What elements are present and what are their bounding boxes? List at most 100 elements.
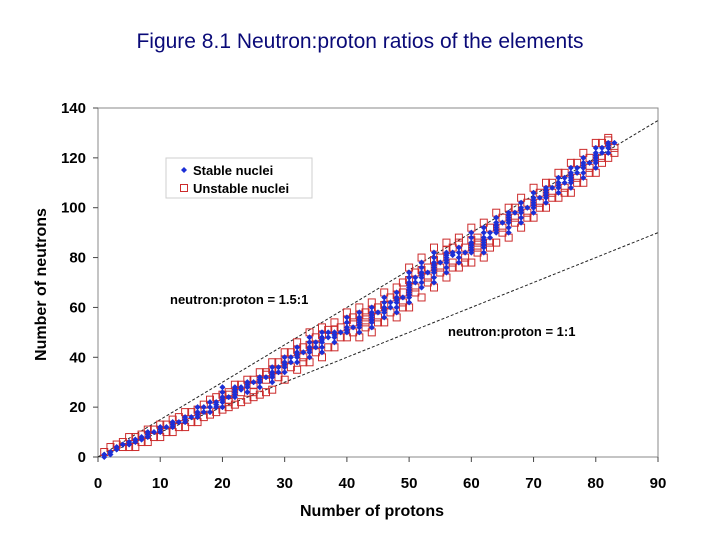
point-stable xyxy=(325,329,332,336)
point-stable xyxy=(206,399,214,406)
point-stable xyxy=(424,269,431,276)
point-stable xyxy=(405,299,413,306)
point-stable xyxy=(592,149,599,157)
point-stable xyxy=(181,413,189,421)
point-stable xyxy=(163,423,170,431)
point-stable xyxy=(356,309,363,316)
point-stable xyxy=(281,354,288,361)
point-stable xyxy=(542,184,550,191)
point-stable xyxy=(418,279,425,286)
point-stable xyxy=(449,249,456,256)
point-stable xyxy=(262,374,270,381)
point-stable xyxy=(586,159,593,166)
point-unstable xyxy=(492,238,501,247)
point-stable xyxy=(318,329,326,336)
point-stable xyxy=(399,294,407,301)
point-stable xyxy=(468,239,475,246)
point-stable xyxy=(430,274,438,281)
point-stable xyxy=(306,334,313,341)
point-stable xyxy=(486,234,494,241)
point-stable xyxy=(580,169,587,176)
legend-label-unstable: Unstable nuclei xyxy=(193,181,289,196)
point-stable xyxy=(405,269,413,276)
point-stable xyxy=(331,339,338,346)
point-stable xyxy=(101,451,108,458)
point-stable xyxy=(256,374,263,381)
point-stable xyxy=(493,214,500,221)
x-tick-label: 50 xyxy=(401,475,418,492)
x-tick-label: 30 xyxy=(276,475,293,492)
point-stable xyxy=(605,139,612,147)
point-stable xyxy=(443,249,450,256)
y-tick-label: 120 xyxy=(61,150,86,167)
legend-marker-unstable xyxy=(180,184,188,192)
point-stable xyxy=(381,314,388,321)
point-stable xyxy=(412,279,419,286)
point-stable xyxy=(349,324,357,331)
point-stable xyxy=(405,274,413,281)
point-stable xyxy=(250,379,257,386)
x-tick-label: 40 xyxy=(339,475,356,492)
point-stable xyxy=(592,164,599,171)
point-stable xyxy=(312,339,319,346)
point-stable xyxy=(244,379,251,386)
point-stable xyxy=(418,269,425,276)
point-stable xyxy=(567,169,575,176)
point-stable xyxy=(275,364,282,371)
point-stable xyxy=(325,334,332,341)
point-stable xyxy=(555,189,562,196)
point-unstable xyxy=(330,318,339,327)
y-tick-label: 60 xyxy=(69,299,86,316)
point-stable xyxy=(306,339,313,346)
point-unstable xyxy=(417,293,426,302)
point-stable xyxy=(499,219,506,226)
point-stable xyxy=(194,408,201,416)
point-stable xyxy=(517,204,525,211)
point-stable xyxy=(269,379,276,386)
x-tick-label: 0 xyxy=(94,475,102,492)
point-stable xyxy=(573,164,581,171)
point-stable xyxy=(368,324,375,331)
point-stable xyxy=(418,259,425,266)
point-stable xyxy=(281,369,288,376)
point-stable xyxy=(480,229,487,236)
point-unstable xyxy=(268,385,277,394)
point-stable xyxy=(293,359,301,366)
x-tick-label: 10 xyxy=(152,475,169,492)
point-stable xyxy=(119,441,127,448)
point-stable xyxy=(517,214,525,221)
point-stable xyxy=(430,259,438,266)
point-stable xyxy=(561,174,568,181)
point-unstable xyxy=(255,390,264,399)
point-stable xyxy=(393,309,400,316)
legend-marker-stable xyxy=(181,167,187,173)
figure-title: Figure 8.1 Neutron:proton ratios of the … xyxy=(136,30,584,53)
point-stable xyxy=(555,179,562,186)
point-stable xyxy=(356,329,363,336)
point-stable xyxy=(281,359,288,366)
reference-line-ratio-1-5 xyxy=(98,120,658,457)
x-tick-label: 60 xyxy=(463,475,480,492)
point-stable xyxy=(480,224,487,231)
point-stable xyxy=(493,219,500,226)
point-stable xyxy=(573,169,581,176)
x-axis-label: Number of protons xyxy=(300,503,444,520)
point-stable xyxy=(293,349,301,356)
point-stable xyxy=(275,369,282,376)
point-stable xyxy=(381,304,388,311)
point-stable xyxy=(393,289,400,296)
y-tick-label: 80 xyxy=(69,250,86,267)
point-unstable xyxy=(262,388,270,397)
point-stable xyxy=(206,408,214,416)
point-stable xyxy=(530,209,537,216)
point-stable xyxy=(387,304,394,311)
point-stable xyxy=(269,364,276,371)
x-tick-label: 80 xyxy=(587,475,604,492)
point-stable xyxy=(511,209,519,216)
y-tick-label: 100 xyxy=(61,200,86,217)
point-stable xyxy=(580,174,587,181)
y-axis-label: Number of neutrons xyxy=(33,208,50,361)
point-stable xyxy=(138,433,145,441)
legend-label-stable: Stable nuclei xyxy=(193,163,273,178)
y-tick-label: 0 xyxy=(78,449,86,466)
